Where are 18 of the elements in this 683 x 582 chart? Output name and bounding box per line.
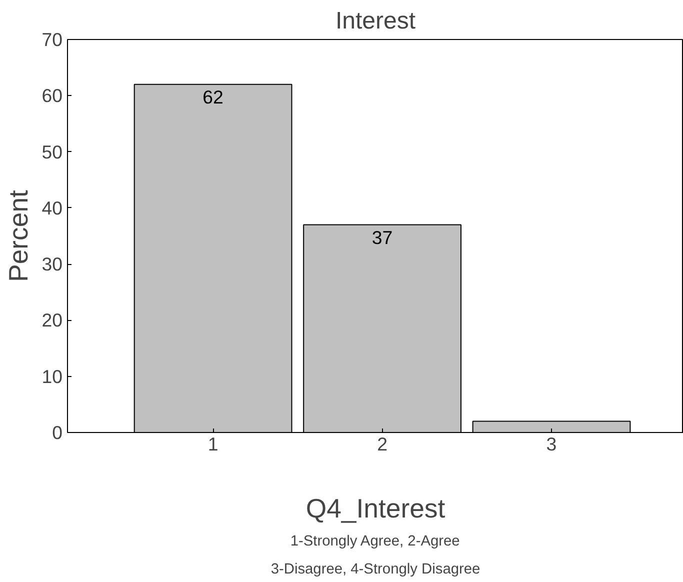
y-tick-label: 70	[42, 29, 63, 50]
text: 1-Strongly Agree, 2-Agree	[290, 534, 460, 550]
chart-title: Interest	[335, 8, 416, 34]
x-tick-label: 2	[377, 434, 388, 454]
y-tick-label: 0	[52, 422, 63, 443]
y-tick-label: 20	[42, 310, 63, 331]
y-tick-label: 40	[42, 197, 63, 218]
data-label: 37	[372, 226, 393, 248]
text: 3-Disagree, 4-Strongly Disagree	[270, 562, 480, 578]
data-label: 62	[202, 86, 224, 108]
y-tick-label: 50	[42, 141, 63, 162]
y-tick-label: 60	[42, 85, 63, 106]
x-tick-label: 1	[208, 434, 218, 454]
x-tick-label: 3	[546, 434, 557, 454]
x-axis-title: Q4_Interest	[306, 494, 446, 524]
y-axis-title: Percent	[4, 189, 34, 282]
y-tick-label: 10	[42, 366, 63, 387]
y-tick-label: 30	[42, 254, 63, 275]
